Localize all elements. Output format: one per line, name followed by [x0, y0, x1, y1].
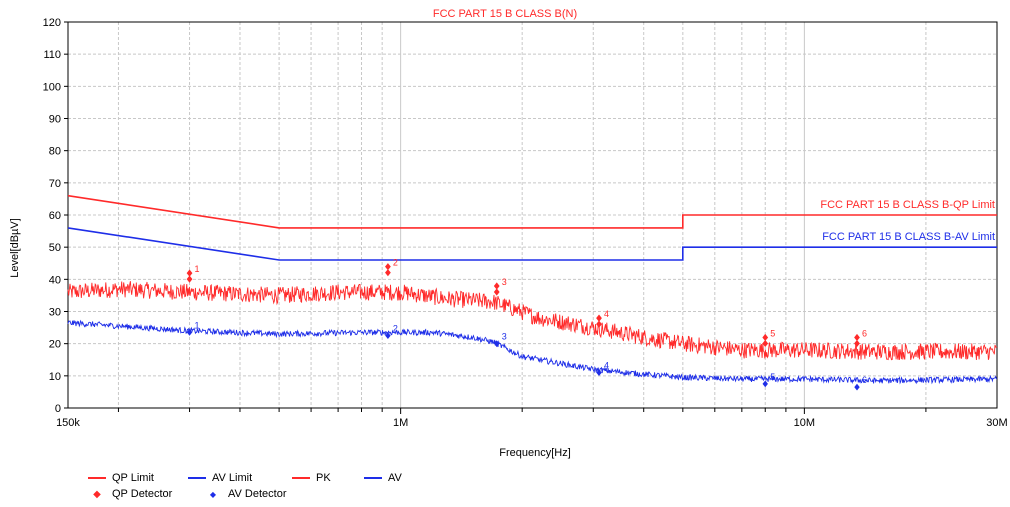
x-tick-label: 10M: [794, 417, 815, 429]
av-detector-marker-label: 6: [862, 375, 867, 385]
av-detector-marker: [854, 383, 860, 391]
limit-line-av-limit: [67, 227, 997, 261]
y-tick-label: 90: [49, 114, 61, 126]
limit-layer: FCC PART 15 B CLASS B-QP Limit FCC PART 1…: [67, 194, 997, 261]
y-tick-label: 0: [55, 403, 61, 415]
limit-label: FCC PART 15 B CLASS B-AV Limit: [822, 231, 995, 243]
legend-item-av: AV: [364, 472, 402, 484]
av-swatch: [364, 477, 382, 480]
av-detector-marker: [494, 340, 500, 348]
av-limit-swatch: [188, 477, 206, 480]
qp-detector-diamond-icon: ◆: [93, 489, 101, 500]
av-detector-marker-label: 2: [393, 324, 398, 334]
y-tick-label: 10: [49, 371, 61, 383]
legend-item-av-detector: ◆ AV Detector: [204, 488, 287, 500]
y-tick-label: 100: [43, 81, 61, 93]
qp-limit-label: QP Limit: [112, 472, 154, 484]
qp-detector-marker-label: 6: [862, 328, 867, 338]
axis-ticks: 0 10 20 30 40 50 60 70 80 90 100 110 120 150k 1M 10M 30M: [43, 17, 1008, 429]
qp-detector-marker-label: 4: [604, 309, 609, 319]
qp-detector-marker: [493, 288, 500, 296]
y-tick-label: 70: [49, 178, 61, 190]
x-axis-label: Frequency[Hz]: [499, 447, 571, 459]
y-tick-label: 120: [43, 17, 61, 29]
qp-detector-marker: [596, 314, 602, 322]
av-label: AV: [388, 472, 402, 484]
qp-detector-marker: [385, 269, 391, 277]
qp-detector-marker: [186, 275, 193, 283]
legend-item-pk: PK: [292, 472, 331, 484]
av-detector-marker: [385, 332, 391, 340]
legend-item-qp-detector: ◆ QP Detector: [88, 488, 172, 500]
y-tick-label: 50: [49, 242, 61, 254]
y-tick-label: 20: [49, 339, 61, 351]
av-detector-diamond-icon: ◆: [209, 490, 217, 499]
y-axis-label: Level[dBµV]: [9, 218, 21, 278]
qp-detector-marker-label: 5: [770, 328, 775, 338]
series-trace-av: [67, 319, 998, 385]
limit-line-qp-limit: [67, 194, 997, 229]
av-detector-marker-label: 3: [502, 332, 507, 342]
y-tick-label: 40: [49, 274, 61, 286]
av-detector-marker-label: 5: [770, 372, 775, 382]
qp-detector-marker: [854, 339, 860, 348]
legend-item-av-limit: AV Limit: [188, 472, 252, 484]
qp-detector-marker: [493, 282, 500, 290]
y-tick-label: 110: [43, 49, 61, 61]
limit-label: FCC PART 15 B CLASS B-QP Limit: [820, 199, 995, 211]
pk-label: PK: [316, 472, 331, 484]
chart-title: FCC PART 15 B CLASS B(N): [433, 8, 577, 20]
pk-swatch: [292, 477, 310, 480]
y-tick-label: 60: [49, 210, 61, 222]
x-tick-label: 1M: [393, 417, 408, 429]
av-detector-marker: [186, 329, 193, 336]
av-detector-marker-label: 4: [604, 361, 609, 371]
qp-detector-marker-label: 1: [195, 264, 200, 274]
qp-detector-marker: [186, 269, 193, 277]
series-trace-pk: [67, 281, 998, 361]
qp-detector-label: QP Detector: [112, 488, 173, 500]
x-tick-label: 30M: [986, 417, 1007, 429]
qp-detector-marker: [385, 263, 391, 271]
y-tick-label: 30: [49, 307, 61, 319]
series-layer: [67, 281, 998, 385]
legend-item-qp-limit: QP Limit: [88, 472, 154, 484]
av-limit-label: AV Limit: [212, 472, 253, 484]
qp-detector-marker: [762, 339, 769, 348]
av-detector-label: AV Detector: [228, 488, 287, 500]
emission-chart: 0 10 20 30 40 50 60 70 80 90 100 110 120 150k 1M 10M 30M…: [9, 8, 1008, 459]
qp-detector-marker: [596, 320, 602, 328]
av-detector-marker: [762, 380, 768, 388]
x-tick-label: 150k: [56, 417, 80, 429]
y-tick-label: 80: [49, 146, 61, 158]
qp-detector-marker-label: 3: [502, 277, 507, 287]
av-detector-marker: [596, 369, 602, 377]
qp-limit-swatch: [88, 477, 106, 480]
qp-detector-marker: [762, 333, 769, 342]
qp-detector-marker: [854, 333, 860, 342]
qp-detector-marker-label: 2: [393, 258, 398, 268]
marker-layer: 1 2 3 4 5 6 1 2 3 4 5 6: [186, 258, 867, 391]
av-detector-marker-label: 1: [195, 320, 200, 330]
